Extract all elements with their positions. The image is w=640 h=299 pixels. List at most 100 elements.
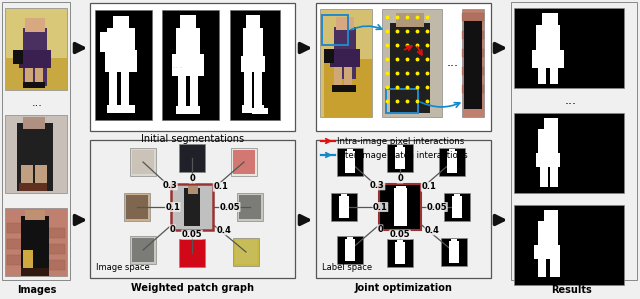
Bar xyxy=(126,195,148,219)
Bar xyxy=(2,2,70,280)
Bar xyxy=(21,165,33,189)
Bar xyxy=(514,113,624,193)
Bar xyxy=(334,67,342,89)
Text: 0: 0 xyxy=(170,225,175,234)
Bar xyxy=(5,8,67,90)
Bar xyxy=(464,21,482,109)
Bar xyxy=(109,70,117,108)
Text: 0.1: 0.1 xyxy=(373,202,388,211)
Bar xyxy=(344,85,356,92)
Text: Images: Images xyxy=(17,285,57,295)
Bar xyxy=(538,66,546,84)
Text: Label space: Label space xyxy=(322,263,372,272)
Bar xyxy=(95,10,152,120)
Bar xyxy=(449,149,455,154)
Bar xyxy=(25,210,45,220)
Bar xyxy=(37,228,65,238)
Bar xyxy=(439,148,465,176)
Text: 0: 0 xyxy=(189,174,195,183)
Bar xyxy=(347,149,353,154)
Bar xyxy=(35,165,47,189)
Bar xyxy=(386,89,418,113)
Bar xyxy=(394,188,407,226)
Bar xyxy=(331,193,357,221)
Bar xyxy=(132,150,154,174)
Bar xyxy=(33,250,43,272)
Text: 0.1: 0.1 xyxy=(421,182,436,191)
Bar xyxy=(188,106,200,114)
Bar xyxy=(382,9,442,117)
Bar xyxy=(231,148,257,176)
Text: ...: ... xyxy=(565,94,577,106)
Bar xyxy=(395,242,405,264)
Text: 0.05: 0.05 xyxy=(182,230,202,239)
Bar xyxy=(130,148,156,176)
Text: Intra-image pixel interactions: Intra-image pixel interactions xyxy=(337,137,464,146)
Bar xyxy=(544,118,558,130)
Bar xyxy=(37,260,65,270)
Text: 0.1: 0.1 xyxy=(213,182,228,191)
Bar xyxy=(536,25,560,53)
Text: Image space: Image space xyxy=(96,263,150,272)
Bar xyxy=(390,23,430,113)
Bar xyxy=(454,194,460,199)
Text: 0.1: 0.1 xyxy=(165,202,180,211)
Bar xyxy=(190,74,198,110)
Text: 0.3: 0.3 xyxy=(370,181,385,190)
Bar xyxy=(397,145,403,150)
Bar xyxy=(37,244,65,254)
Bar xyxy=(320,9,372,117)
Bar xyxy=(462,67,484,75)
Bar xyxy=(230,10,280,120)
Bar xyxy=(514,8,624,88)
Bar xyxy=(324,59,372,117)
Text: Joint optimization: Joint optimization xyxy=(355,283,452,293)
Bar xyxy=(441,238,467,266)
Bar xyxy=(396,13,424,27)
Bar xyxy=(162,10,219,120)
Bar xyxy=(25,18,45,32)
Bar xyxy=(237,193,263,221)
Bar xyxy=(124,193,150,221)
Bar xyxy=(242,105,252,113)
Bar xyxy=(544,210,558,222)
Bar xyxy=(241,56,265,72)
Bar xyxy=(449,241,459,263)
Bar xyxy=(538,221,558,247)
Bar xyxy=(19,183,33,191)
Text: 0: 0 xyxy=(377,225,383,234)
Text: 0.05: 0.05 xyxy=(427,202,447,211)
Bar xyxy=(379,184,421,230)
Bar xyxy=(337,148,363,176)
Text: 0.05: 0.05 xyxy=(390,230,410,239)
Text: 0.3: 0.3 xyxy=(163,181,177,190)
Bar xyxy=(181,241,203,265)
Bar xyxy=(550,165,558,187)
Bar xyxy=(462,49,484,57)
Bar xyxy=(451,239,457,244)
Bar xyxy=(447,151,457,173)
Text: Weighted patch graph: Weighted patch graph xyxy=(131,283,254,293)
Bar xyxy=(100,32,112,52)
Bar xyxy=(254,70,262,108)
Bar xyxy=(33,82,45,88)
Bar xyxy=(23,117,45,129)
Bar xyxy=(336,17,354,30)
Bar xyxy=(23,250,33,272)
Bar xyxy=(397,240,403,245)
Bar xyxy=(107,105,121,113)
Bar xyxy=(324,49,334,63)
Bar xyxy=(35,68,43,86)
Bar xyxy=(7,223,37,233)
Bar xyxy=(452,196,462,218)
Bar xyxy=(334,27,356,79)
Bar xyxy=(7,239,37,249)
Bar xyxy=(233,238,259,266)
Bar xyxy=(235,240,257,264)
Bar xyxy=(233,150,255,174)
Bar xyxy=(344,67,352,89)
Bar xyxy=(246,15,260,29)
Bar xyxy=(462,85,484,93)
Text: 0: 0 xyxy=(397,174,403,183)
Text: ...: ... xyxy=(447,56,459,68)
